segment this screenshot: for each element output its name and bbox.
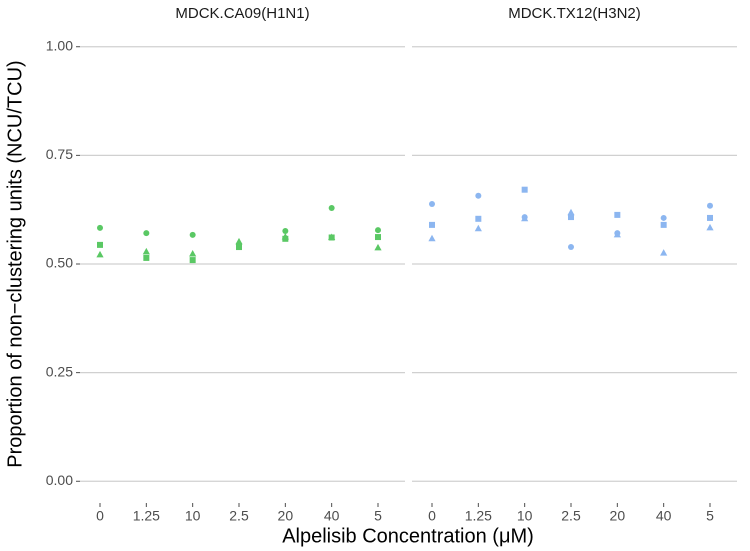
point [475, 215, 482, 222]
point [706, 223, 714, 231]
point [429, 201, 435, 208]
x-tick-label: 0 [96, 508, 104, 524]
point [475, 192, 482, 199]
point [142, 247, 150, 255]
x-tick-label: 1.25 [133, 508, 160, 524]
point [328, 233, 336, 240]
point [660, 221, 667, 228]
point [613, 230, 621, 238]
point [568, 244, 574, 251]
x-tick-label: 40 [656, 508, 672, 524]
point [521, 186, 528, 193]
point [428, 234, 436, 242]
x-tick-label: 0 [428, 508, 436, 524]
point [96, 250, 104, 258]
x-tick-label: 10 [185, 508, 201, 524]
point [189, 257, 196, 264]
panel-title: MDCK.TX12(H3N2) [508, 5, 641, 22]
point [236, 244, 242, 251]
x-tick-label: 20 [610, 508, 626, 524]
point [568, 214, 574, 221]
point [567, 208, 575, 216]
x-tick-label: 10 [517, 508, 533, 524]
point [97, 224, 103, 231]
point [707, 202, 713, 209]
point [235, 237, 243, 245]
point [189, 231, 196, 238]
x-tick-label: 2.5 [561, 508, 581, 524]
point [707, 214, 713, 221]
point [375, 227, 381, 234]
y-axis-label: Proportion of non−clustering units (NCU/… [4, 60, 26, 467]
point [189, 250, 197, 257]
x-tick-label: 2.5 [229, 508, 249, 524]
y-tick-label: 1.00 [46, 37, 73, 53]
point [282, 227, 289, 234]
point [660, 214, 667, 221]
point [375, 234, 381, 241]
x-tick-label: 5 [706, 508, 714, 524]
point [281, 233, 289, 240]
panel-title: MDCK.CA09(H1N1) [175, 5, 309, 22]
point [614, 211, 621, 218]
point [429, 221, 435, 228]
point [328, 204, 335, 211]
point [474, 224, 482, 232]
x-tick-label: 5 [374, 508, 382, 524]
x-tick-label: 1.25 [465, 508, 492, 524]
x-tick-label: 40 [324, 508, 340, 524]
point [374, 243, 382, 251]
y-tick-label: 0.75 [46, 146, 73, 162]
point [521, 214, 529, 222]
y-tick-label: 0.00 [46, 472, 73, 488]
point [660, 249, 668, 256]
y-tick-label: 0.25 [46, 363, 73, 379]
point [143, 254, 150, 261]
x-tick-label: 20 [278, 508, 294, 524]
y-tick-label: 0.50 [46, 255, 73, 271]
point [97, 241, 103, 248]
point [143, 230, 150, 237]
x-axis-label: Alpelisib Concentration (μM) [282, 525, 534, 547]
